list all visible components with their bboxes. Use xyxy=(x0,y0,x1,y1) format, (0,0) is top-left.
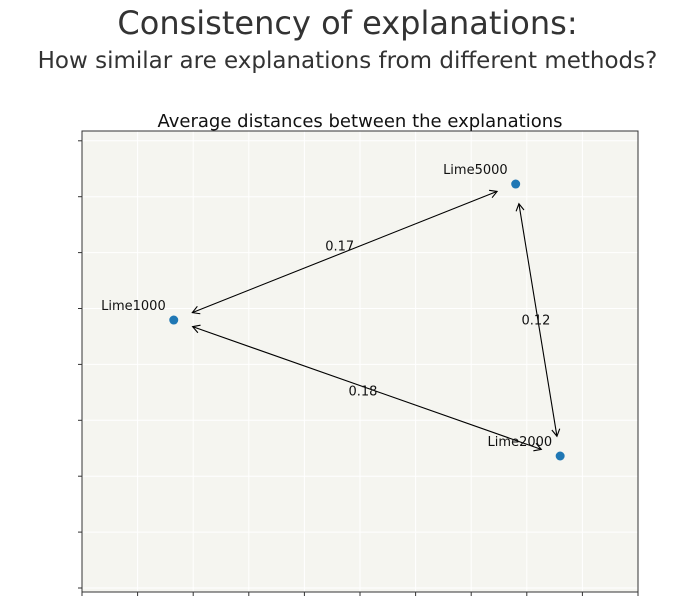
plot-frame xyxy=(81,130,639,593)
edge-arrow xyxy=(191,324,543,452)
points: Lime1000 Lime5000 Lime2000 xyxy=(101,163,565,461)
point-label: Lime2000 xyxy=(488,435,553,450)
axis-ticks xyxy=(78,140,639,596)
page-title: Consistency of explanations: xyxy=(117,4,578,42)
point-label: Lime1000 xyxy=(101,299,166,314)
point-lime5000 xyxy=(511,179,521,189)
page-subtitle: How similar are explanations from differ… xyxy=(37,48,658,74)
point-lime2000 xyxy=(555,451,565,461)
edge-arrow xyxy=(515,202,561,438)
edge-distance-label: 0.18 xyxy=(348,385,377,400)
edge-distance-label: 0.12 xyxy=(521,314,550,329)
edges: 0.17 0.12 0.18 xyxy=(191,189,561,452)
edge-arrow xyxy=(191,189,499,315)
chart-title: Average distances between the explanatio… xyxy=(158,111,563,132)
point-label: Lime5000 xyxy=(443,163,508,178)
point-lime1000 xyxy=(169,315,179,325)
edge-distance-label: 0.17 xyxy=(325,240,354,255)
